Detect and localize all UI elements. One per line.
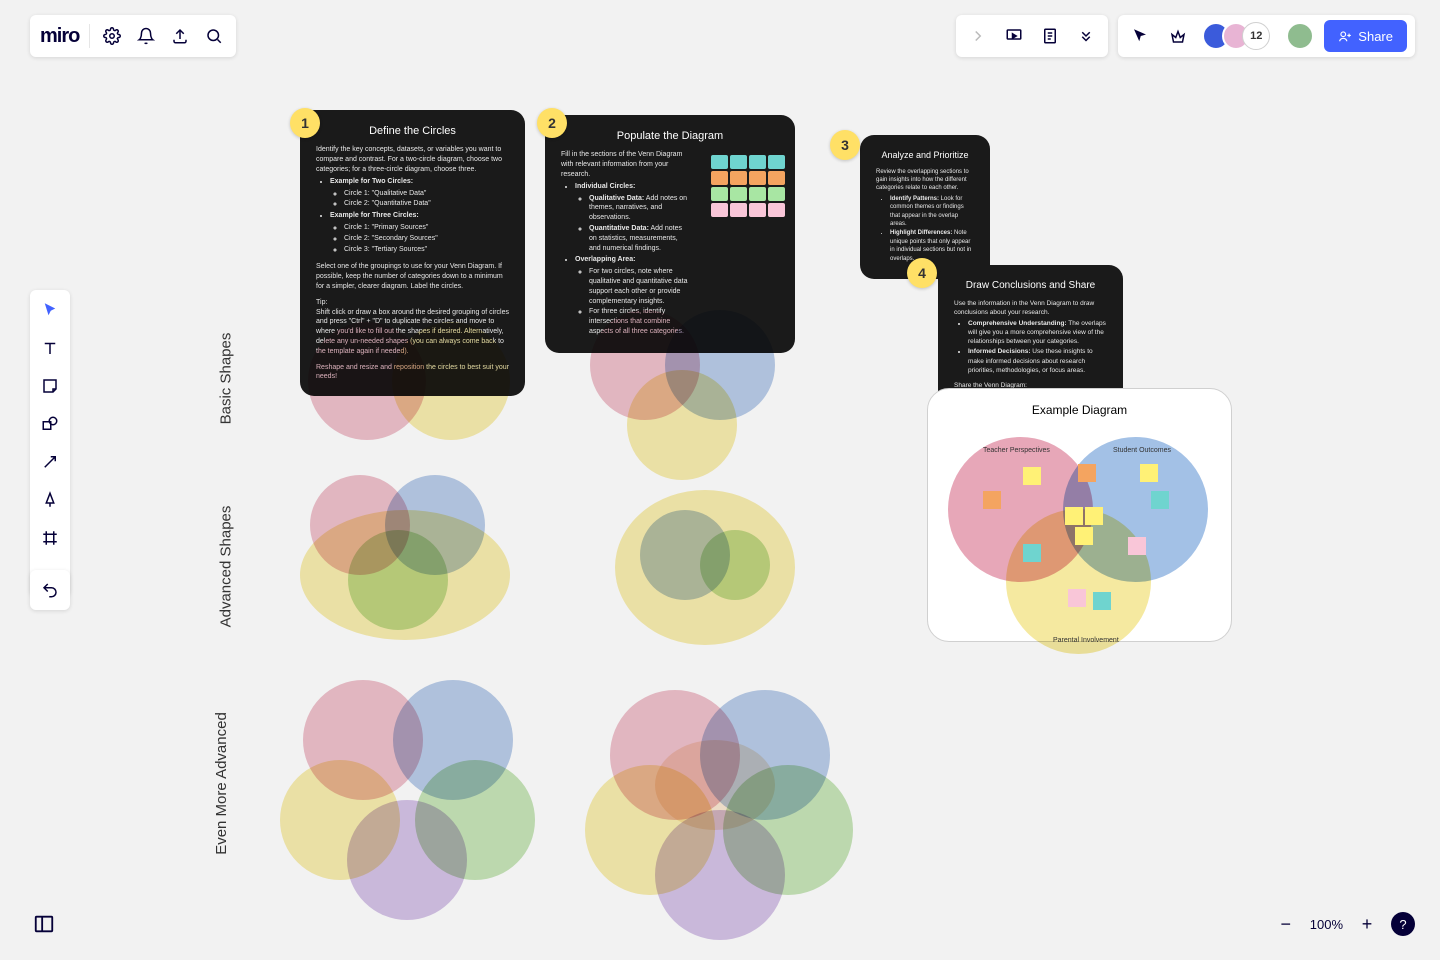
step-badge-2: 2 (537, 108, 567, 138)
reactions-icon[interactable] (1164, 22, 1192, 50)
bell-icon[interactable] (134, 24, 158, 48)
chevron-down-double-icon[interactable] (1072, 22, 1100, 50)
sticky-note[interactable] (1085, 507, 1103, 525)
collab-card: 12 Share (1118, 15, 1415, 57)
notes-icon[interactable] (1036, 22, 1064, 50)
frame-tool-icon[interactable] (38, 526, 62, 550)
color-swatch (768, 187, 785, 201)
step-badge-3: 3 (830, 130, 860, 160)
row-label-basic: Basic Shapes (217, 333, 234, 425)
help-button[interactable]: ? (1391, 912, 1415, 936)
zoom-out-button[interactable]: − (1272, 910, 1300, 938)
venn-circle[interactable] (627, 370, 737, 480)
present-card (956, 15, 1108, 57)
step-title: Draw Conclusions and Share (954, 279, 1107, 293)
sticky-note[interactable] (1128, 537, 1146, 555)
color-swatch (730, 155, 747, 169)
color-swatch (730, 187, 747, 201)
step-title: Define the Circles (316, 124, 509, 139)
sticky-note[interactable] (1151, 491, 1169, 509)
zoom-in-button[interactable]: + (1353, 910, 1381, 938)
topbar-left: miro (30, 15, 236, 57)
sticky-tool-icon[interactable] (38, 374, 62, 398)
step-badge-1: 1 (290, 108, 320, 138)
text-tool-icon[interactable] (38, 336, 62, 360)
example-label-right: Student Outcomes (1113, 447, 1171, 454)
sticky-note[interactable] (1093, 592, 1111, 610)
color-swatch (749, 187, 766, 201)
left-toolbar (30, 290, 70, 596)
zoom-level[interactable]: 100% (1310, 917, 1343, 932)
shape-tool-icon[interactable] (38, 412, 62, 436)
step-card-3[interactable]: Analyze and Prioritize Review the overla… (860, 135, 990, 279)
panel-toggle-icon[interactable] (30, 910, 58, 938)
cursor-icon[interactable] (1126, 22, 1154, 50)
row-label-advanced: Advanced Shapes (217, 506, 234, 628)
avatar-stack[interactable]: 12 (1202, 22, 1270, 50)
venn-circle[interactable] (700, 530, 770, 600)
venn-circle[interactable] (347, 800, 467, 920)
venn-circle[interactable] (348, 530, 448, 630)
self-avatar[interactable] (1286, 22, 1314, 50)
divider (89, 24, 90, 48)
arrow-tool-icon[interactable] (38, 450, 62, 474)
venn-circle[interactable] (655, 740, 775, 830)
sticky-note[interactable] (1023, 467, 1041, 485)
logo[interactable]: miro (40, 25, 79, 48)
color-swatch (711, 155, 728, 169)
pen-tool-icon[interactable] (38, 488, 62, 512)
sticky-note[interactable] (1075, 527, 1093, 545)
export-icon[interactable] (168, 24, 192, 48)
step-title: Populate the Diagram (561, 129, 779, 144)
color-swatch (749, 203, 766, 217)
sticky-note[interactable] (1068, 589, 1086, 607)
color-swatch (768, 203, 785, 217)
color-swatch (711, 187, 728, 201)
color-swatch (730, 171, 747, 185)
color-swatch (749, 171, 766, 185)
step-title: Analyze and Prioritize (876, 149, 974, 162)
topbar-right: 12 Share (956, 15, 1415, 57)
venn-circle[interactable] (392, 322, 510, 440)
present-icon[interactable] (1000, 22, 1028, 50)
color-swatch (768, 155, 785, 169)
sticky-note[interactable] (983, 491, 1001, 509)
example-frame[interactable]: Example Diagram Teacher Perspectives Stu… (927, 388, 1232, 642)
example-label-left: Teacher Perspectives (983, 447, 1050, 454)
settings-icon[interactable] (100, 24, 124, 48)
color-swatch (711, 203, 728, 217)
color-swatch (749, 155, 766, 169)
color-swatch (730, 203, 747, 217)
share-button[interactable]: Share (1324, 20, 1407, 52)
undo-button[interactable] (30, 570, 70, 610)
select-tool-icon[interactable] (38, 298, 62, 322)
sticky-note[interactable] (1065, 507, 1083, 525)
zoom-bar: − 100% + ? (1272, 910, 1415, 938)
sticky-note[interactable] (1078, 464, 1096, 482)
sticky-note[interactable] (1140, 464, 1158, 482)
color-swatch (711, 171, 728, 185)
example-label-bottom: Parental Involvement (1053, 637, 1119, 644)
color-swatch (768, 171, 785, 185)
sticky-note[interactable] (1023, 544, 1041, 562)
search-icon[interactable] (202, 24, 226, 48)
chevron-right-icon[interactable] (964, 22, 992, 50)
example-title: Example Diagram (928, 403, 1231, 417)
step-text: Identify the key concepts, datasets, or … (316, 145, 509, 174)
share-label: Share (1358, 29, 1393, 44)
step-badge-4: 4 (907, 258, 937, 288)
user-count-badge[interactable]: 12 (1242, 22, 1270, 50)
row-label-more: Even More Advanced (213, 712, 230, 855)
